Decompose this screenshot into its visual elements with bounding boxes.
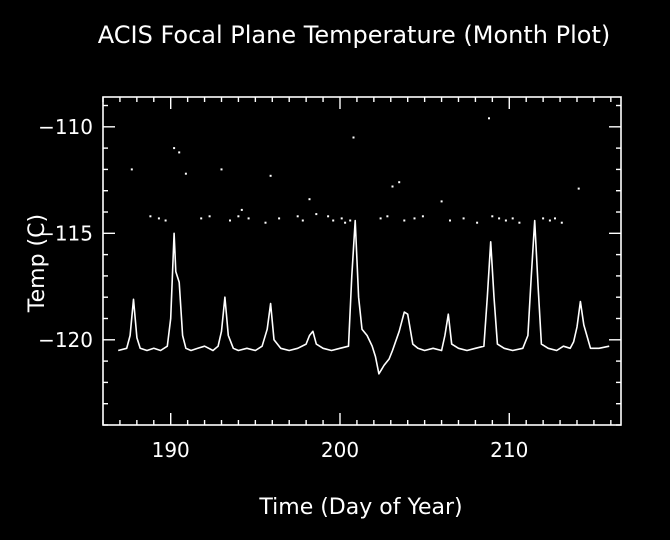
scatter-point — [327, 215, 330, 218]
x-tick-label: 210 — [490, 438, 528, 462]
scatter-point — [542, 217, 545, 220]
scatter-point — [178, 151, 181, 154]
scatter-point — [332, 219, 335, 222]
y-tick-label: −110 — [38, 115, 93, 139]
scatter-point — [504, 219, 507, 222]
scatter-point — [237, 215, 240, 218]
plot-area: 190 200 210 −110 −115 −120 — [38, 96, 622, 462]
scatter-point — [229, 219, 231, 222]
chart-title: ACIS Focal Plane Temperature (Month Plot… — [98, 21, 610, 49]
scatter-point — [130, 168, 133, 171]
x-tick-label: 190 — [152, 438, 190, 462]
scatter-point — [498, 217, 501, 220]
tick-marks — [102, 97, 621, 426]
scatter-point — [491, 215, 494, 218]
scatter-point — [315, 213, 318, 216]
scatter-point — [149, 215, 152, 218]
scatter-point — [488, 117, 490, 120]
scatter-point — [301, 219, 304, 222]
scatter-point — [184, 172, 187, 175]
scatter-point — [476, 221, 479, 224]
scatter-point — [449, 219, 451, 222]
x-tick-label: 200 — [321, 438, 359, 462]
scatter-point — [157, 217, 160, 220]
scatter-point — [173, 147, 176, 150]
scatter-point — [200, 217, 203, 220]
scatter-point — [308, 198, 311, 201]
scatter-point — [391, 185, 394, 188]
scatter-point — [220, 168, 223, 171]
tick-labels: 190 200 210 −110 −115 −120 — [38, 115, 528, 462]
y-tick-label: −115 — [38, 221, 93, 245]
scatter-point — [518, 221, 521, 224]
scatter-point — [386, 215, 389, 218]
scatter-point — [398, 181, 401, 184]
scatter-point — [344, 221, 347, 224]
scatter-point — [554, 217, 556, 220]
temperature-trace-line — [117, 219, 610, 375]
plot-frame — [102, 96, 622, 426]
scatter-point — [208, 215, 211, 218]
scatter-point — [379, 217, 382, 220]
x-axis-label: Time (Day of Year) — [258, 495, 462, 520]
scatter-point — [462, 217, 465, 220]
scatter-point — [511, 217, 514, 220]
scatter-point — [560, 221, 563, 224]
scatter-point — [278, 217, 281, 220]
scatter-point — [352, 136, 355, 139]
scatter-point — [240, 208, 243, 211]
scatter-point — [421, 215, 424, 218]
scatter-point — [247, 217, 250, 220]
scatter-point — [413, 217, 416, 220]
y-tick-label: −120 — [38, 328, 93, 352]
y-axis-label: Temp (C) — [25, 214, 50, 313]
data-series — [117, 117, 610, 375]
scatter-point — [577, 187, 580, 190]
scatter-point — [403, 219, 406, 222]
scatter-point — [264, 221, 267, 224]
scatter-point — [296, 215, 299, 218]
scatter-point — [269, 174, 272, 177]
scatter-point — [164, 219, 167, 222]
scatter-point — [340, 217, 343, 220]
scatter-point — [440, 200, 443, 203]
scatter-point — [349, 219, 352, 222]
scatter-point — [548, 219, 551, 222]
